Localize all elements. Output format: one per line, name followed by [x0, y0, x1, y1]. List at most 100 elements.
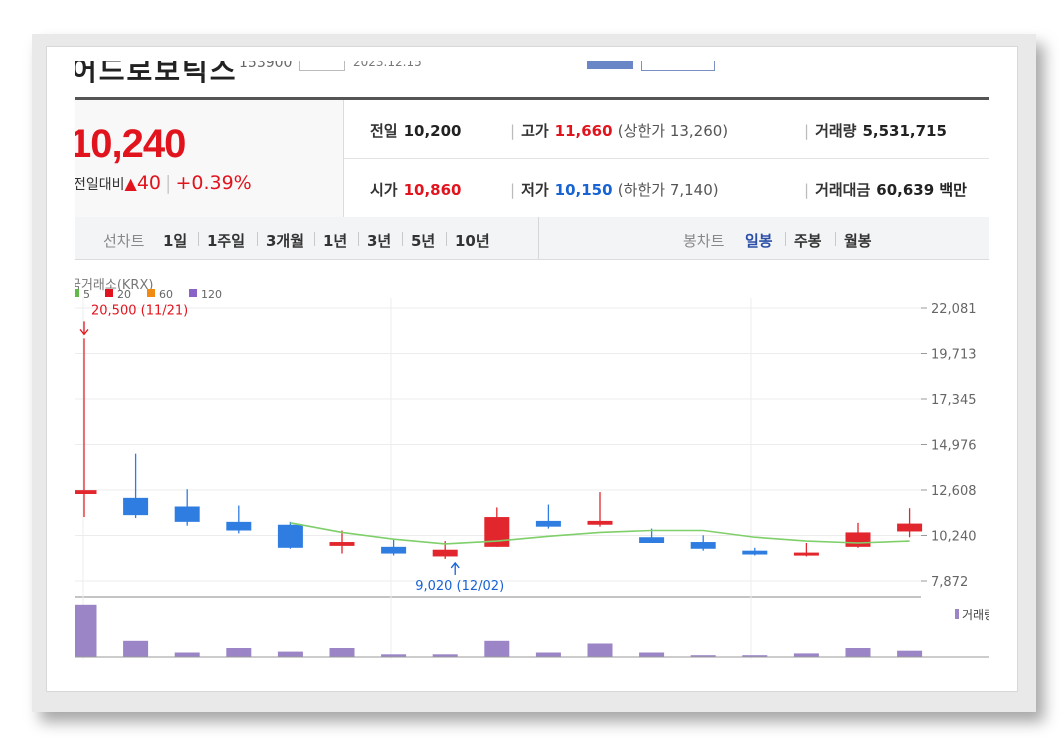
candle-body [277, 524, 303, 548]
volume-bar [484, 640, 510, 657]
change-pct: +0.39% [175, 172, 252, 194]
market-select[interactable] [299, 61, 345, 71]
volume-legend-label: 거래량 [962, 608, 989, 622]
ma-legend-label: 20 [117, 288, 131, 301]
volume-bar [897, 650, 923, 657]
max-price-annotation: 20,500 (11/21) [91, 303, 188, 318]
candle-body [329, 542, 355, 546]
stock-header-cropped: 어드로보틱스 153900 2023.12.15 [75, 61, 989, 83]
candle-body [793, 552, 819, 556]
tab-separator [446, 232, 447, 246]
change-divider: | [165, 172, 172, 194]
volume-bar [123, 640, 149, 657]
candlestick-chart[interactable]: 22,081 19,713 17,345 14,976 12,608 10,240 7,87… [75, 47, 989, 691]
ma-legend-label: 120 [201, 288, 222, 301]
current-price-box: 10,240 전일대비▲40 | +0.39% [75, 100, 344, 218]
candle-body [690, 542, 716, 549]
low-price: | 저가 10,150 (하한가 7,140) [510, 181, 719, 199]
tab-separator [785, 232, 786, 246]
y-tick-label: 19,713 [931, 348, 977, 363]
candle-body [742, 550, 768, 555]
tab-separator [835, 232, 836, 246]
tab-separator [314, 232, 315, 246]
tab-3m[interactable]: 3개월 [266, 232, 305, 250]
candle-body [75, 490, 97, 495]
quote-row-2: 시가 10,860 | 저가 10,150 (하한가 7,140) | 거래대금 60,6… [344, 159, 989, 217]
tab-10y[interactable]: 10년 [455, 232, 490, 250]
candle-body [484, 517, 510, 547]
tab-1w[interactable]: 1주일 [207, 232, 246, 250]
ma5-line [290, 522, 910, 545]
candle-body [639, 537, 665, 543]
candle-body [845, 532, 871, 547]
tab-1y[interactable]: 1년 [323, 232, 348, 250]
tab-daily[interactable]: 일봉 [745, 232, 773, 250]
min-price-annotation: 9,020 (12/02) [415, 579, 504, 594]
quote-row-1: 전일 10,200 | 고가 11,660 (상한가 13,260) | 거래량 5,53… [344, 100, 989, 159]
change-abs: 40 [136, 172, 162, 194]
candle-chart-label: 봉차트 [683, 232, 725, 250]
candle-body [123, 497, 149, 516]
tab-5y[interactable]: 5년 [411, 232, 436, 250]
tab-separator [257, 232, 258, 246]
y-tick-label: 14,976 [931, 439, 977, 454]
ma-legend-swatch [105, 289, 113, 297]
candle-body [381, 546, 407, 554]
up-triangle-icon: ▲ [124, 174, 137, 193]
volume-legend-swatch [955, 609, 959, 619]
volume-bar [329, 648, 355, 657]
ma-legend-label: 5 [83, 288, 90, 301]
volume-bar [226, 648, 252, 657]
current-price: 10,240 [75, 122, 186, 166]
header-button-primary[interactable] [587, 61, 633, 69]
volume-bar [381, 654, 407, 657]
tab-group-divider [538, 217, 539, 259]
y-tick-label: 7,872 [931, 575, 968, 590]
tab-1d[interactable]: 1일 [163, 232, 188, 250]
tab-monthly[interactable]: 월봉 [844, 232, 872, 250]
stock-code: 153900 [239, 61, 293, 71]
min-arrow-head-icon [450, 561, 460, 569]
volume-bar [535, 652, 561, 657]
stock-panel: 어드로보틱스 153900 2023.12.15 10,240 전일대비▲40 |… [46, 46, 1018, 692]
open-price: 시가 10,860 [370, 181, 462, 199]
candle-body [535, 520, 561, 527]
chart-tabs: 선차트 1일 1주일 3개월 1년 3년 5년 10년 봉차트 일봉 주봉 월봉 [75, 217, 989, 260]
high-price: | 고가 11,660 (상한가 13,260) [510, 122, 729, 140]
candle-body [897, 523, 923, 532]
ma-legend-label: 60 [159, 288, 173, 301]
candle-body [174, 506, 200, 522]
source-label: 국거래소(KRX) [75, 278, 153, 293]
quote-summary: 10,240 전일대비▲40 | +0.39% 전일 10,200 | 고가 11,660… [75, 97, 989, 219]
tab-separator [402, 232, 403, 246]
price-change: 전일대비▲40 | +0.39% [75, 172, 252, 194]
volume-bar [793, 653, 819, 657]
y-tick-label: 22,081 [931, 302, 977, 317]
volume-bar [277, 651, 303, 657]
volume-bar [75, 604, 97, 657]
line-chart-label: 선차트 [103, 232, 145, 250]
quote-date: 2023.12.15 [353, 61, 422, 69]
volume-bar [432, 654, 458, 657]
ma-legend-swatch [75, 289, 79, 297]
candle-body [587, 520, 613, 525]
volume-bar [174, 652, 200, 657]
candle-body [432, 549, 458, 557]
stock-name: 어드로보틱스 [75, 61, 238, 83]
max-arrow-head-icon [79, 328, 89, 336]
volume: | 거래량 5,531,715 [804, 122, 947, 140]
volume-bar [742, 655, 768, 657]
tab-weekly[interactable]: 주봉 [794, 232, 822, 250]
volume-bar [639, 652, 665, 657]
tab-3y[interactable]: 3년 [367, 232, 392, 250]
tab-separator [198, 232, 199, 246]
ma-legend-swatch [189, 289, 197, 297]
volume-bar [845, 648, 871, 657]
tab-separator [358, 232, 359, 246]
ma-legend-swatch [147, 289, 155, 297]
header-button-secondary[interactable] [641, 61, 715, 71]
volume-bar [587, 643, 613, 657]
change-label: 전일대비 [75, 177, 125, 193]
y-tick-label: 17,345 [931, 393, 977, 408]
volume-bar [690, 655, 716, 657]
